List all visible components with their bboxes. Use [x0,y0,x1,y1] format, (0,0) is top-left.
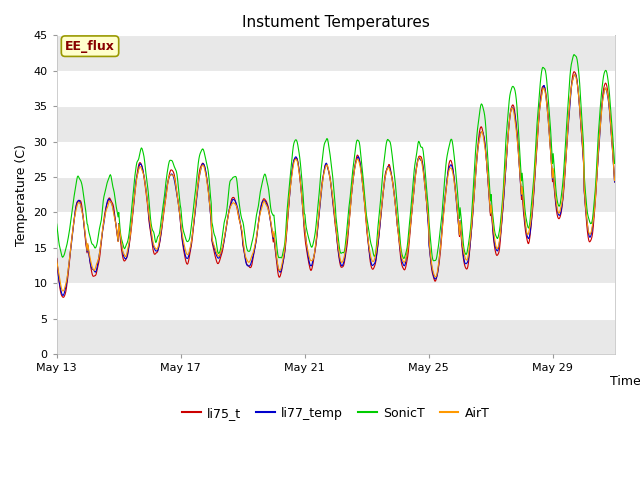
Bar [57,283,614,319]
AirT [185,251,193,256]
Legend: li75_t, li77_temp, SonicT, AirT: li75_t, li77_temp, SonicT, AirT [177,402,495,425]
Y-axis label: Temperature (C): Temperature (C) [15,144,28,246]
Line: li77_temp: li77_temp [57,74,614,295]
li75_t [611,179,618,185]
AirT [611,178,618,183]
li77_temp [257,207,264,213]
li75_t [53,255,61,261]
li77_temp [504,134,512,140]
Line: li75_t: li75_t [57,72,614,298]
SonicT [570,52,578,58]
li75_t [286,186,294,192]
li77_temp [74,199,81,205]
SonicT [504,113,512,119]
AirT [74,202,81,207]
Bar [57,213,614,248]
li75_t [370,266,378,272]
li75_t [257,207,264,213]
SonicT [285,181,293,187]
SonicT [184,239,192,244]
Bar [57,71,614,106]
li75_t [570,69,578,75]
li77_temp [572,71,579,77]
li77_temp [611,179,618,185]
AirT [257,210,264,216]
li77_temp [60,292,67,298]
X-axis label: Time: Time [611,375,640,388]
SonicT [611,161,618,167]
AirT [53,256,61,262]
li75_t [504,135,512,141]
SonicT [429,258,437,264]
li77_temp [185,253,193,259]
li75_t [185,258,193,264]
li75_t [74,199,81,204]
Bar [57,142,614,177]
SonicT [73,177,81,183]
Text: EE_flux: EE_flux [65,40,115,53]
SonicT [256,193,264,199]
li77_temp [370,262,378,268]
AirT [370,259,378,264]
AirT [60,288,67,294]
Line: AirT: AirT [57,74,614,291]
AirT [504,135,512,141]
li75_t [60,295,67,300]
li77_temp [53,256,61,262]
AirT [286,187,294,192]
li77_temp [286,188,294,193]
AirT [571,72,579,77]
SonicT [369,248,377,254]
SonicT [53,221,61,227]
Line: SonicT: SonicT [57,55,614,261]
Title: Instument Temperatures: Instument Temperatures [242,15,429,30]
